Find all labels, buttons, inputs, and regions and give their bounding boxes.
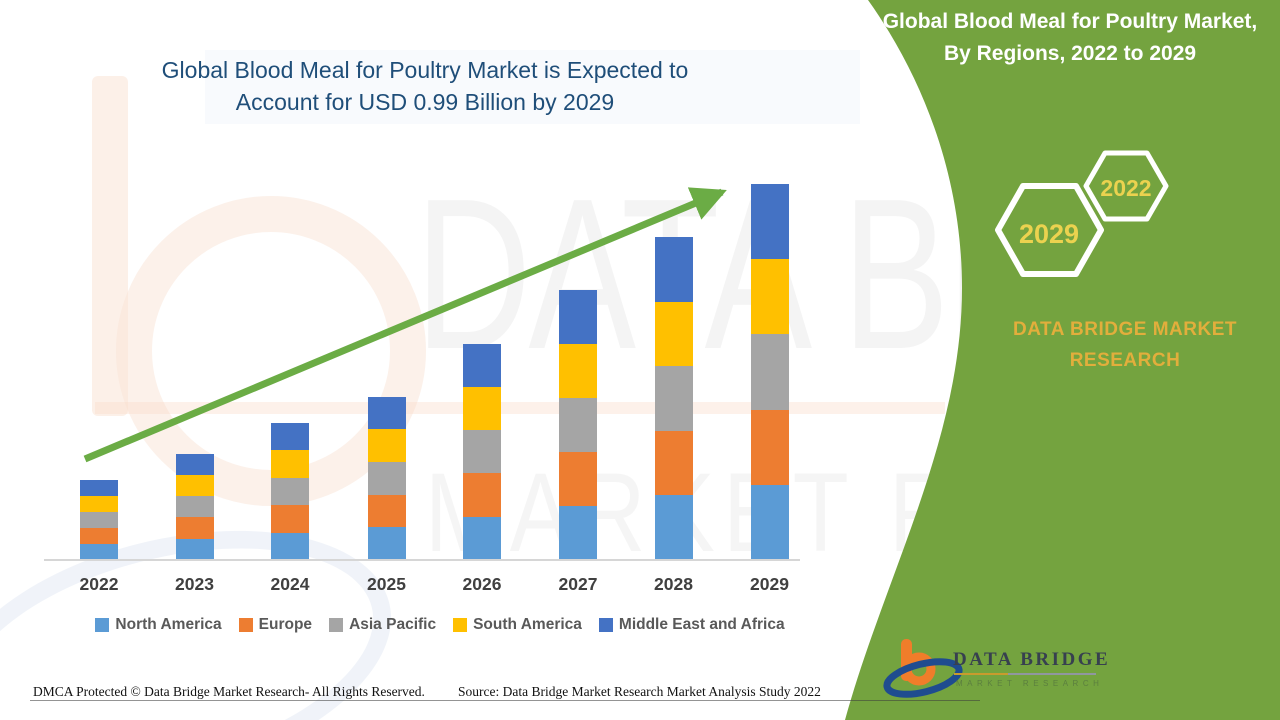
bar-segment-south-america: [559, 344, 597, 398]
bar-segment-north-america: [271, 532, 309, 560]
bar-segment-europe: [559, 452, 597, 506]
legend-item-north-america: North America: [95, 616, 222, 634]
bar-segment-middle-east-and-africa: [271, 423, 309, 451]
bar-segment-middle-east-and-africa: [463, 343, 501, 387]
bar-segment-middle-east-and-africa: [175, 453, 214, 475]
x-axis-label: 2028: [654, 574, 693, 594]
x-axis-line: [44, 559, 800, 561]
bar-stack: [654, 237, 693, 560]
bar-segment-middle-east-and-africa: [559, 290, 597, 344]
footer-dmca-text: DMCA Protected © Data Bridge Market Rese…: [33, 684, 425, 699]
logo-underline: [954, 673, 1096, 675]
bar-segment-asia-pacific: [271, 477, 309, 506]
bar-segment-south-america: [271, 450, 309, 478]
x-axis-label: 2022: [79, 574, 119, 594]
legend-swatch: [95, 618, 110, 632]
bar-stack: [750, 184, 789, 560]
bar-stack: [271, 423, 309, 560]
bar-segment-europe: [750, 409, 789, 485]
bar-segment-asia-pacific: [750, 334, 789, 410]
legend-swatch: [329, 618, 344, 632]
bar-segment-europe: [463, 473, 501, 517]
legend-label: South America: [473, 616, 582, 633]
brand-heading: DATA BRIDGE MARKET RESEARCH: [980, 314, 1270, 376]
bar-stack: [175, 453, 214, 560]
x-axis-label: 2023: [175, 574, 214, 594]
bar-segment-europe: [271, 505, 309, 533]
bar-segment-south-america: [654, 301, 693, 367]
chart-title: Global Blood Meal for Poultry Market is …: [110, 54, 740, 118]
bar-segment-asia-pacific: [654, 366, 693, 431]
hexagon-2029-outline: [995, 183, 1104, 277]
bottom-divider-line: [30, 700, 980, 701]
bar-segment-asia-pacific: [559, 398, 597, 452]
bar-segment-europe: [654, 430, 693, 496]
bar-segment-middle-east-and-africa: [80, 480, 118, 496]
brand-heading-line1: DATA BRIDGE MARKET: [1013, 319, 1237, 340]
stacked-bar-chart: 2022 2023 2024 2025 2026 2027 2028 2029: [44, 170, 805, 594]
legend-label: Asia Pacific: [349, 616, 437, 633]
legend-swatch: [453, 618, 468, 632]
bar-segment-middle-east-and-africa: [654, 237, 693, 302]
chart-title-line1: Global Blood Meal for Poultry Market is …: [161, 57, 689, 83]
legend-label: North America: [115, 616, 222, 633]
hexagon-2022-label: 2022: [1100, 175, 1151, 201]
bar-segment-south-america: [463, 386, 501, 431]
bar-segment-north-america: [559, 506, 597, 560]
bar-segment-south-america: [175, 474, 214, 497]
bar-segment-asia-pacific: [80, 512, 118, 528]
legend-item-south-america: South America: [453, 616, 582, 634]
x-axis-label: 2027: [558, 574, 598, 594]
bar-segment-middle-east-and-africa: [367, 396, 406, 430]
logo-subtitle: MARKET RESEARCH: [956, 679, 1104, 688]
x-axis-label: 2026: [462, 574, 502, 594]
legend-label: Middle East and Africa: [618, 616, 785, 633]
bar-segment-middle-east-and-africa: [750, 184, 789, 260]
hexagon-2022-outline: [1083, 150, 1169, 222]
chart-title-line2: Account for USD 0.99 Billion by 2029: [235, 89, 615, 115]
footer-source-text: Source: Data Bridge Market Research Mark…: [458, 684, 821, 699]
bar-segment-asia-pacific: [175, 496, 214, 518]
legend-item-middle-east-and-africa: Middle East and Africa: [598, 616, 785, 634]
bar-stack: [80, 480, 118, 560]
panel-heading-line1: Global Blood Meal for Poultry Market,: [882, 10, 1258, 33]
chart-legend: North America Europe Asia Pacific South Ame…: [40, 616, 840, 634]
bar-segment-north-america: [463, 516, 501, 560]
legend-label: Europe: [258, 616, 313, 633]
bar-stack: [463, 343, 501, 560]
bar-segment-south-america: [367, 429, 406, 462]
bar-segment-asia-pacific: [463, 430, 501, 474]
x-axis-label: 2025: [367, 574, 406, 594]
legend-item-europe: Europe: [238, 616, 313, 634]
bar-segment-north-america: [175, 538, 214, 560]
bar-segment-asia-pacific: [367, 461, 406, 495]
bar-segment-north-america: [367, 527, 406, 560]
bar-stack: [367, 396, 406, 560]
legend-item-asia-pacific: Asia Pacific: [329, 616, 436, 634]
databridge-logo-mark: [883, 639, 963, 698]
x-axis-label: 2029: [750, 574, 789, 594]
bar-stack: [559, 290, 597, 560]
logo-wordmark: DATA BRIDGE: [953, 649, 1111, 670]
legend-swatch: [598, 618, 613, 632]
panel-heading-line2: By Regions, 2022 to 2029: [943, 42, 1197, 65]
hexagon-2029-label: 2029: [1019, 219, 1079, 249]
logo-swoosh-ellipse: [883, 658, 963, 698]
bar-segment-south-america: [80, 496, 118, 512]
x-axis-label: 2024: [270, 574, 310, 594]
bar-segment-north-america: [750, 484, 789, 560]
bar-segment-europe: [367, 494, 406, 528]
bar-segment-north-america: [654, 495, 693, 560]
green-side-panel: [845, 0, 1280, 720]
brand-heading-line2: RESEARCH: [1069, 350, 1181, 371]
bar-segment-north-america: [80, 544, 118, 560]
panel-heading: Global Blood Meal for Poultry Market, By…: [860, 6, 1280, 70]
bar-segment-europe: [175, 517, 214, 539]
legend-swatch: [238, 618, 253, 632]
bar-segment-south-america: [750, 259, 789, 335]
bar-segment-europe: [80, 528, 118, 544]
